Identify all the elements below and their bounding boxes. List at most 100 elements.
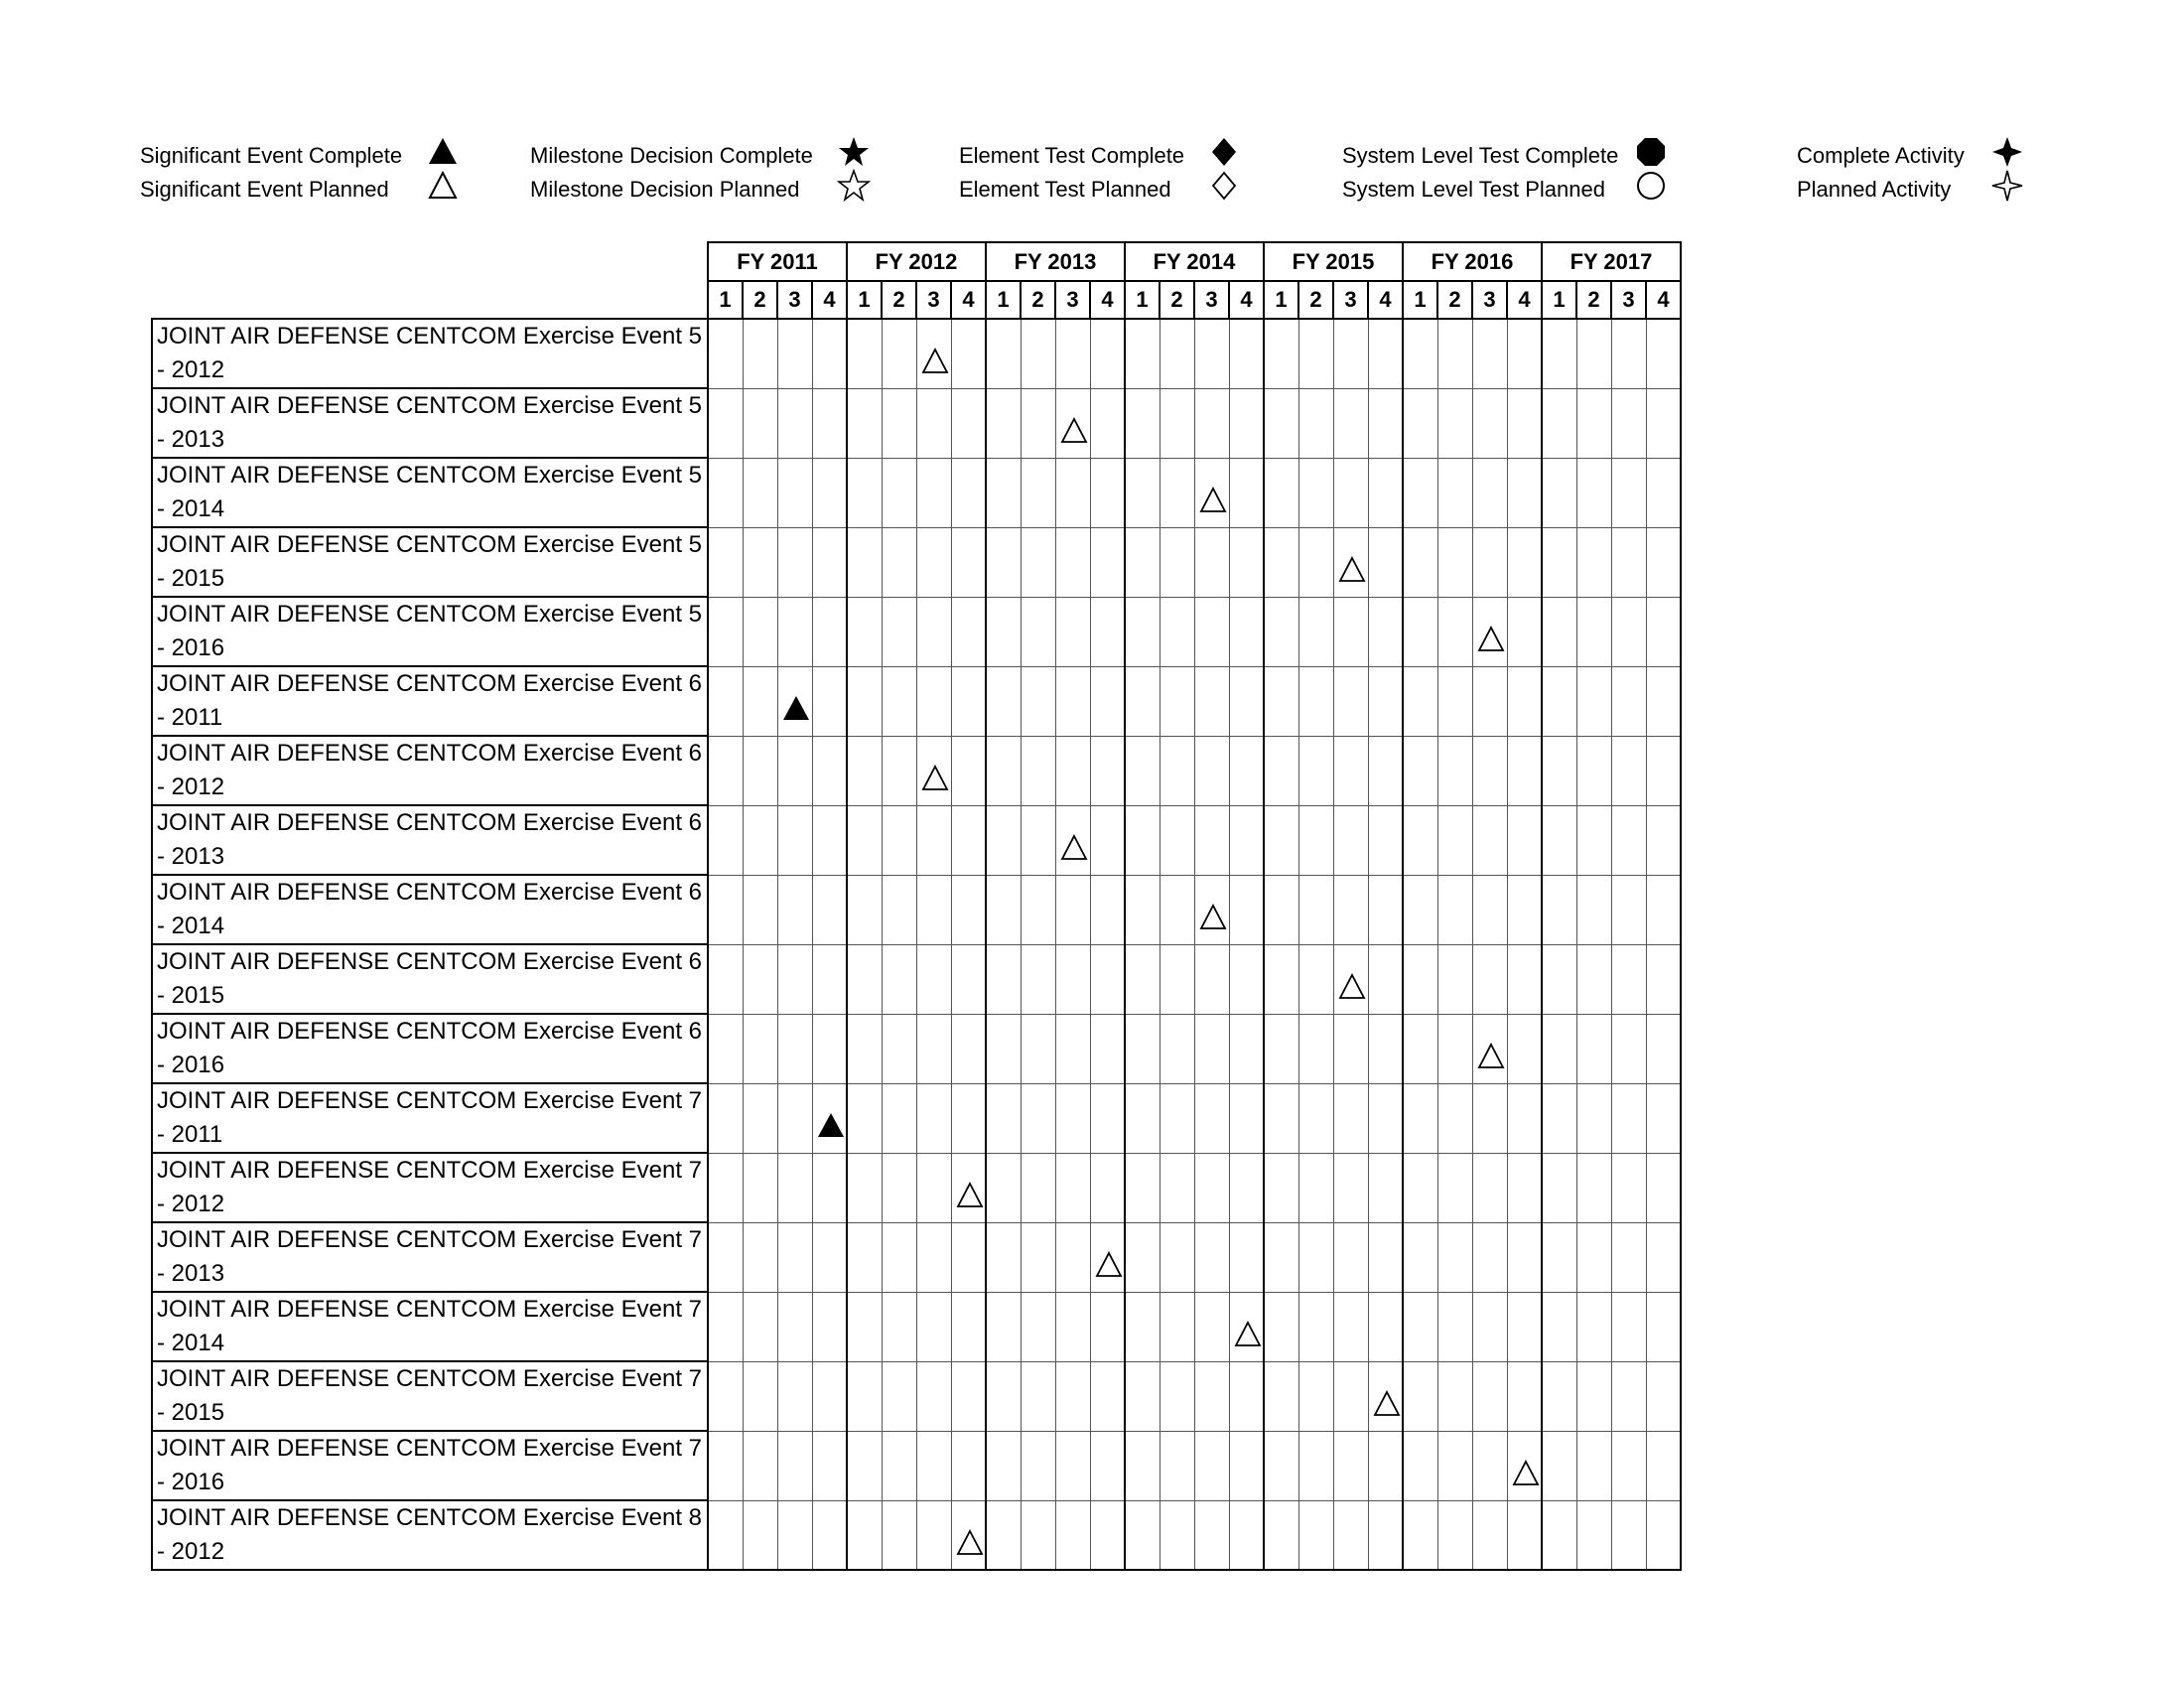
schedule-cell	[1297, 874, 1334, 945]
schedule-cell	[1159, 1013, 1195, 1084]
schedule-cell	[1124, 1013, 1160, 1084]
schedule-cell	[1436, 1499, 1473, 1571]
schedule-cell	[1297, 1291, 1334, 1362]
quarter-header: 3	[1471, 280, 1508, 320]
schedule-cell	[1124, 387, 1160, 459]
fiscal-year-header: FY 2017	[1541, 241, 1682, 282]
schedule-cell	[985, 874, 1022, 945]
schedule-cell	[915, 1152, 952, 1223]
schedule-cell	[776, 804, 813, 876]
schedule-cell	[776, 387, 813, 459]
schedule-cell	[1054, 457, 1091, 528]
schedule-cell	[1020, 804, 1056, 876]
schedule-cell	[1193, 596, 1230, 667]
schedule-cell	[1159, 526, 1195, 598]
legend-label-milestone-decision-complete: Milestone Decision Complete	[530, 143, 813, 168]
schedule-cell	[1159, 665, 1195, 737]
schedule-cell	[776, 1013, 813, 1084]
schedule-cell	[1020, 526, 1056, 598]
schedule-cell	[776, 457, 813, 528]
schedule-cell	[811, 1430, 848, 1501]
quarter-header: 1	[846, 280, 883, 320]
schedule-cell	[811, 596, 848, 667]
schedule-cell	[1506, 804, 1543, 876]
schedule-cell	[1575, 665, 1612, 737]
schedule-cell	[707, 457, 744, 528]
schedule-cell	[1054, 874, 1091, 945]
schedule-cell	[1124, 318, 1160, 389]
schedule-cell	[1054, 1013, 1091, 1084]
schedule-cell	[1054, 526, 1091, 598]
schedule-cell	[1159, 596, 1195, 667]
quarter-header: 1	[1124, 280, 1160, 320]
schedule-cell	[1402, 1499, 1438, 1571]
schedule-cell	[1575, 1082, 1612, 1154]
schedule-cell	[1402, 1082, 1438, 1154]
schedule-cell	[1054, 596, 1091, 667]
schedule-cell	[1193, 1013, 1230, 1084]
schedule-cell	[1506, 1360, 1543, 1432]
schedule-cell	[1506, 526, 1543, 598]
schedule-cell	[1645, 1360, 1682, 1432]
event-label: JOINT AIR DEFENSE CENTCOM Exercise Event…	[151, 457, 709, 528]
schedule-cell	[950, 943, 987, 1015]
schedule-cell	[846, 1013, 883, 1084]
schedule-cell	[1193, 387, 1230, 459]
event-label: JOINT AIR DEFENSE CENTCOM Exercise Event…	[151, 526, 709, 598]
schedule-cell	[1471, 526, 1508, 598]
schedule-cell	[1020, 665, 1056, 737]
schedule-cell	[1645, 874, 1682, 945]
quarter-header: 2	[1297, 280, 1334, 320]
event-label: JOINT AIR DEFENSE CENTCOM Exercise Event…	[151, 874, 709, 945]
open-four-point-star-icon	[1990, 169, 2024, 203]
schedule-cell	[1263, 1430, 1299, 1501]
quarter-header: 4	[1506, 280, 1543, 320]
schedule-cell	[915, 1360, 952, 1432]
schedule-cell	[1263, 1360, 1299, 1432]
schedule-cell	[1575, 1013, 1612, 1084]
schedule-cell	[1020, 943, 1056, 1015]
schedule-cell	[1263, 943, 1299, 1015]
schedule-cell	[950, 665, 987, 737]
schedule-cell	[1610, 1013, 1647, 1084]
schedule-cell	[1541, 943, 1577, 1015]
schedule-cell	[1054, 387, 1091, 459]
open-triangle-icon	[426, 169, 460, 203]
schedule-cell	[1124, 1499, 1160, 1571]
schedule-cell	[1124, 1221, 1160, 1293]
schedule-cell	[1541, 526, 1577, 598]
schedule-cell	[1193, 735, 1230, 806]
schedule-cell	[846, 526, 883, 598]
schedule-cell	[1471, 804, 1508, 876]
schedule-cell	[1332, 387, 1369, 459]
quarter-header: 3	[915, 280, 952, 320]
schedule-cell	[1645, 1430, 1682, 1501]
schedule-cell	[1020, 596, 1056, 667]
schedule-cell	[1645, 1291, 1682, 1362]
schedule-cell	[1541, 1499, 1577, 1571]
schedule-cell	[915, 943, 952, 1015]
schedule-cell	[1541, 1013, 1577, 1084]
schedule-cell	[881, 526, 917, 598]
schedule-cell	[881, 1221, 917, 1293]
event-label: JOINT AIR DEFENSE CENTCOM Exercise Event…	[151, 1430, 709, 1501]
schedule-cell	[1159, 735, 1195, 806]
schedule-cell	[985, 1360, 1022, 1432]
schedule-cell	[707, 1291, 744, 1362]
schedule-cell	[1297, 1430, 1334, 1501]
schedule-cell	[881, 457, 917, 528]
schedule-cell	[1541, 1291, 1577, 1362]
schedule-cell	[950, 1082, 987, 1154]
schedule-cell	[742, 1430, 778, 1501]
schedule-cell	[915, 596, 952, 667]
schedule-cell	[1436, 665, 1473, 737]
schedule-cell	[985, 1013, 1022, 1084]
event-label: JOINT AIR DEFENSE CENTCOM Exercise Event…	[151, 1221, 709, 1293]
schedule-cell	[1506, 1221, 1543, 1293]
schedule-cell	[1436, 735, 1473, 806]
schedule-cell	[1436, 1360, 1473, 1432]
event-label: JOINT AIR DEFENSE CENTCOM Exercise Event…	[151, 1291, 709, 1362]
schedule-cell	[1332, 1360, 1369, 1432]
schedule-cell	[776, 596, 813, 667]
